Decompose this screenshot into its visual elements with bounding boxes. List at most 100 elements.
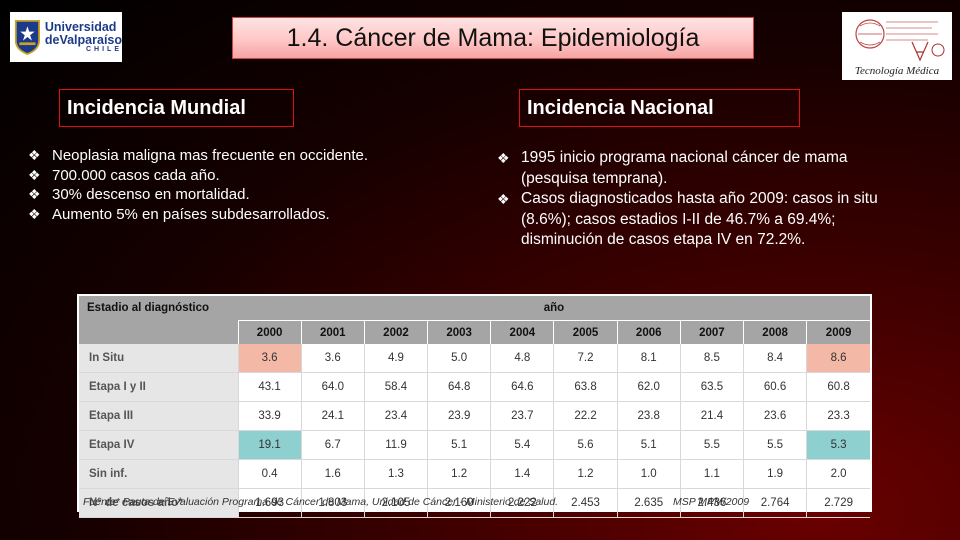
year-header-2001: 2001 bbox=[300, 320, 365, 344]
table-cell: 22.2 bbox=[553, 401, 618, 431]
table-cell: 5.3 bbox=[806, 430, 870, 460]
row-label: Etapa I y II bbox=[79, 372, 238, 402]
source-text: Fuente* Pauta de Evaluación Programa de … bbox=[83, 496, 559, 508]
year-group-header: año bbox=[238, 296, 870, 321]
university-shield-icon bbox=[14, 19, 40, 55]
list-item: ❖ Casos diagnosticados hasta año 2009: ca… bbox=[487, 189, 907, 251]
table-cell: 2.105 bbox=[363, 488, 428, 518]
row-label: Etapa IV bbox=[79, 430, 238, 460]
table-cell: 3.6 bbox=[300, 344, 365, 373]
staging-table-image: Estadio al diagnóstico año 2000 2001 2002 2… bbox=[77, 294, 872, 518]
row-label: Sin inf. bbox=[79, 459, 238, 489]
nacional-bullet-list: ❖ 1995 inicio programa nacional cáncer de… bbox=[487, 148, 907, 251]
bullet-text: Neoplasia maligna mas frecuente en occid… bbox=[52, 147, 369, 164]
logo-text-line2: deValparaíso bbox=[44, 32, 122, 47]
table-cell: 64.8 bbox=[427, 372, 491, 402]
table-cell: 2.436 bbox=[679, 488, 744, 518]
table-cell: 23.7 bbox=[490, 401, 554, 431]
table-cell: 8.6 bbox=[806, 344, 870, 373]
table-cell: 1.803 bbox=[300, 488, 365, 518]
table-cell: 8.4 bbox=[742, 344, 807, 373]
table-cell: 33.9 bbox=[237, 401, 302, 431]
table-cell: 3.6 bbox=[237, 344, 302, 373]
table-cell: 1.4 bbox=[490, 459, 554, 489]
year-header-2005: 2005 bbox=[553, 320, 618, 344]
table-cell: 58.4 bbox=[363, 372, 428, 402]
year-header-2000: 2000 bbox=[237, 320, 302, 344]
table-cell: 2.635 bbox=[616, 488, 681, 518]
table-cell: 60.8 bbox=[806, 372, 870, 402]
year-header-2003: 2003 bbox=[427, 320, 491, 344]
year-header-2008: 2008 bbox=[742, 320, 807, 344]
bullet-icon: ❖ bbox=[497, 150, 510, 166]
table-cell: 1.2 bbox=[553, 459, 618, 489]
stage-column-header: Estadio al diagnóstico bbox=[79, 296, 238, 344]
bullet-text: 700.000 casos cada año. bbox=[52, 166, 220, 184]
table-cell: 60.6 bbox=[742, 372, 807, 402]
table-cell: 2.222 bbox=[490, 488, 554, 518]
table-row: Etapa IV 19.1 6.7 11.9 5.1 5.4 5.6 5.1 5.5 5.5 5.3 bbox=[79, 430, 870, 460]
row-label: Etapa III bbox=[79, 401, 238, 431]
university-logo: Universidad deValparaíso CHILE bbox=[10, 12, 122, 62]
row-label: In Situ bbox=[79, 344, 238, 373]
staging-table: Estadio al diagnóstico año 2000 2001 2002 2… bbox=[79, 296, 870, 518]
year-header-row: 2000 2001 2002 2003 2004 2005 2006 2007 2008 2009 bbox=[79, 320, 870, 344]
table-cell: 2.160 bbox=[427, 488, 491, 518]
table-cell: 1.9 bbox=[742, 459, 807, 489]
table-cell: 5.0 bbox=[427, 344, 491, 373]
table-cell: 8.1 bbox=[616, 344, 681, 373]
table-row: In Situ 3.6 3.6 4.9 5.0 4.8 7.2 8.1 8.5 8.4 8.6 bbox=[79, 344, 870, 373]
bullet-icon: ❖ bbox=[28, 186, 41, 202]
table-cell: 21.4 bbox=[679, 401, 744, 431]
table-cell: 64.0 bbox=[300, 372, 365, 402]
table-cell: 5.4 bbox=[490, 430, 554, 460]
table-cell: 6.7 bbox=[300, 430, 365, 460]
table-cell: 0.4 bbox=[237, 459, 302, 489]
table-row: Etapa III 33.9 24.1 23.4 23.9 23.7 22.2 23.8 21.… bbox=[79, 401, 870, 431]
bullet-icon: ❖ bbox=[28, 147, 41, 163]
anatomy-drawing-icon bbox=[855, 19, 945, 62]
heading-incidencia-mundial: Incidencia Mundial bbox=[59, 89, 294, 127]
table-cell: 1.3 bbox=[363, 459, 428, 489]
table-cell: 23.8 bbox=[616, 401, 681, 431]
heading-incidencia-nacional: Incidencia Nacional bbox=[519, 89, 800, 127]
list-item: ❖ 700.000 casos cada año. bbox=[18, 166, 458, 186]
table-cell: 8.5 bbox=[679, 344, 744, 373]
bullet-text: Casos diagnosticados hasta año 2009: cas… bbox=[521, 190, 878, 248]
table-cell: 5.5 bbox=[742, 430, 807, 460]
bullet-icon: ❖ bbox=[28, 166, 41, 183]
list-item: ❖ Neoplasia maligna mas frecuente en occi… bbox=[18, 146, 458, 166]
table-cell: 1.6 bbox=[300, 459, 365, 489]
table-cell: 63.8 bbox=[553, 372, 618, 402]
table-cell: 23.6 bbox=[742, 401, 807, 431]
logo-caption: Tecnología Médica bbox=[854, 65, 940, 77]
logo-text-line1: Universidad bbox=[44, 20, 117, 34]
year-header-2004: 2004 bbox=[490, 320, 554, 344]
list-item: ❖ 1995 inicio programa nacional cáncer de… bbox=[487, 148, 907, 189]
logo-text-line3: CHILE bbox=[86, 46, 122, 53]
tecnologia-medica-logo: Tecnología Médica bbox=[842, 12, 952, 80]
table-cell: 19.1 bbox=[237, 430, 302, 460]
source-ref: MSP MPM/2009 bbox=[673, 496, 750, 508]
table-cell: 11.9 bbox=[363, 430, 428, 460]
table-cell: 7.2 bbox=[553, 344, 618, 373]
source-note: Fuente* Pauta de Evaluación Programa de … bbox=[83, 496, 872, 508]
table-row: Sin inf. 0.4 1.6 1.3 1.2 1.4 1.2 1.0 1.1 1.9 2.0 bbox=[79, 459, 870, 489]
bullet-text: Aumento 5% en países subdesarrollados. bbox=[52, 205, 330, 223]
year-header-2007: 2007 bbox=[679, 320, 744, 344]
table-row: Etapa I y II 43.1 64.0 58.4 64.8 64.6 63.8 62.0… bbox=[79, 372, 870, 402]
table-cell: 2.764 bbox=[742, 488, 807, 518]
table-cell: 5.5 bbox=[679, 430, 744, 460]
table-cell: 1.0 bbox=[616, 459, 681, 489]
table-cell: 43.1 bbox=[237, 372, 302, 402]
table-cell: 1.693 bbox=[237, 488, 302, 518]
list-item: ❖ 30% descenso en mortalidad. bbox=[18, 185, 458, 205]
bullet-icon: ❖ bbox=[28, 205, 41, 222]
mundial-bullet-list: ❖ Neoplasia maligna mas frecuente en occi… bbox=[18, 146, 458, 224]
table-cell: 5.1 bbox=[616, 430, 681, 460]
table-cell: 5.6 bbox=[553, 430, 618, 460]
year-header-2002: 2002 bbox=[363, 320, 428, 344]
table-cell: 23.9 bbox=[427, 401, 491, 431]
table-cell: 62.0 bbox=[616, 372, 681, 402]
year-header-2006: 2006 bbox=[616, 320, 681, 344]
